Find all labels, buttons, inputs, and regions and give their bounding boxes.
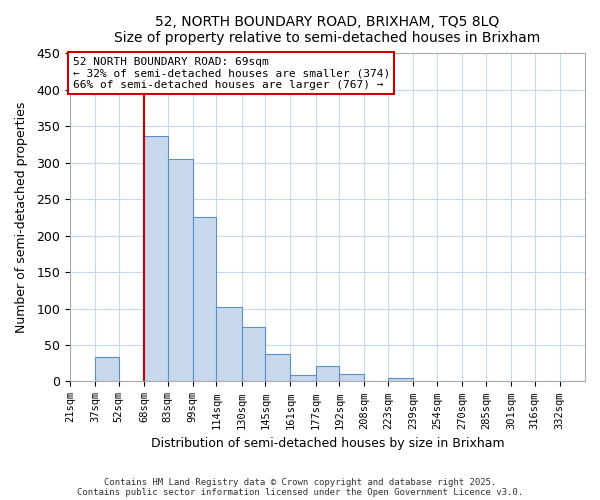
Bar [167,159,193,382]
Bar [193,218,217,382]
Y-axis label: Number of semi-detached properties: Number of semi-detached properties [15,102,28,333]
Bar [316,366,339,382]
Bar [144,136,167,382]
Bar [217,307,242,382]
Bar [290,375,316,382]
X-axis label: Distribution of semi-detached houses by size in Brixham: Distribution of semi-detached houses by … [151,437,504,450]
Bar [95,356,119,382]
Bar [265,354,290,382]
Bar [339,374,364,382]
Text: 52 NORTH BOUNDARY ROAD: 69sqm
← 32% of semi-detached houses are smaller (374)
66: 52 NORTH BOUNDARY ROAD: 69sqm ← 32% of s… [73,56,390,90]
Bar [388,378,413,382]
Bar [242,327,265,382]
Title: 52, NORTH BOUNDARY ROAD, BRIXHAM, TQ5 8LQ
Size of property relative to semi-deta: 52, NORTH BOUNDARY ROAD, BRIXHAM, TQ5 8L… [115,15,541,45]
Text: Contains HM Land Registry data © Crown copyright and database right 2025.
Contai: Contains HM Land Registry data © Crown c… [77,478,523,497]
